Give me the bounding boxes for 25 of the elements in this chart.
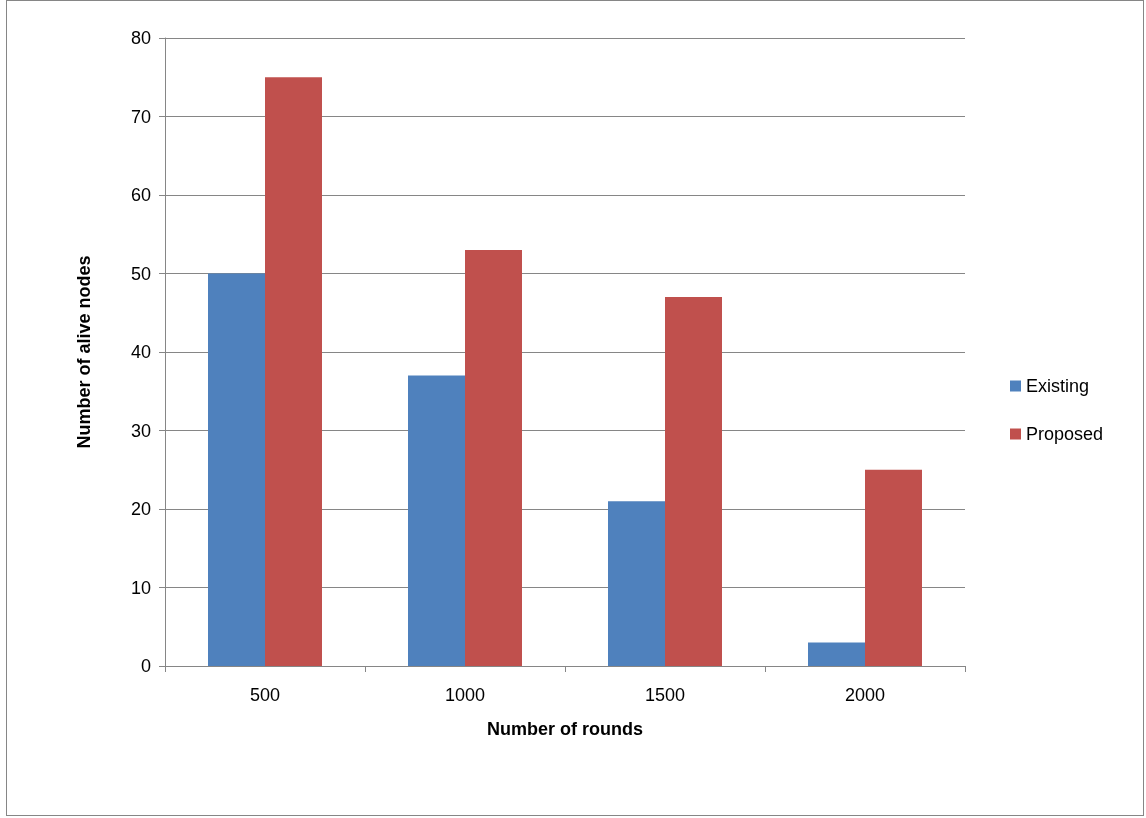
y-tick-label: 0: [140, 656, 151, 676]
bar: [208, 273, 265, 666]
x-tick-label: 1500: [644, 685, 686, 705]
y-tick-label: 50: [130, 263, 151, 284]
x-axis-title: Number of rounds: [487, 719, 643, 739]
y-tick-label: 40: [130, 342, 151, 362]
bar: [265, 77, 322, 666]
bar: [808, 642, 865, 666]
y-tick-label: 30: [130, 420, 151, 441]
x-tick-label: 2000: [844, 685, 886, 705]
bar: [665, 297, 722, 666]
bar: [608, 501, 665, 666]
y-tick-label: 70: [130, 106, 151, 127]
y-tick-label: 20: [130, 499, 151, 519]
bar: [465, 249, 522, 666]
legend-label: Existing: [1026, 376, 1090, 396]
y-tick-label: 10: [130, 577, 151, 598]
bar: [865, 469, 922, 666]
y-axis-title: Number of alive nodes: [74, 255, 94, 449]
y-tick-label: 60: [130, 185, 151, 205]
legend-label: Proposed: [1026, 424, 1104, 444]
y-tick-label: 80: [130, 28, 151, 48]
bar: [408, 375, 465, 666]
x-tick-label: 500: [249, 685, 281, 705]
x-tick-label: 1000: [444, 685, 486, 705]
